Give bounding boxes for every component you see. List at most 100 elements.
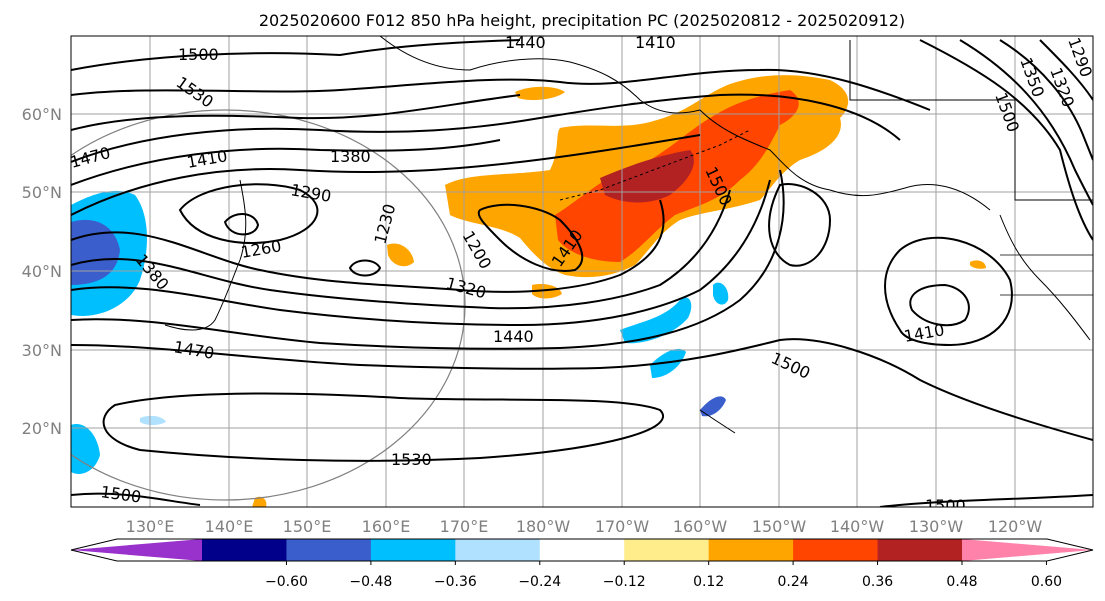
- contour-label: 1440: [493, 327, 534, 346]
- contour-line: [71, 68, 931, 111]
- colorbar-tick-label: 0.48: [946, 574, 977, 590]
- border-line: [1000, 254, 1093, 296]
- colorbar-segment: [708, 539, 794, 561]
- island-chain: [559, 129, 751, 201]
- contour-line: [959, 39, 1093, 206]
- precip-positive-shading: [252, 75, 986, 507]
- map-title: 2025020600 F012 850 hPa height, precipit…: [259, 11, 905, 30]
- contour-label: 1380: [330, 147, 371, 166]
- precip-blob: [970, 260, 986, 269]
- contour-line: [919, 39, 1093, 241]
- contour-line: [71, 492, 201, 506]
- colorbar-segment: [286, 539, 372, 561]
- lat-label: 30°N: [22, 341, 62, 360]
- colorbar-tick-label: 0.24: [778, 574, 809, 590]
- lat-label: 60°N: [22, 105, 62, 124]
- lon-label: 150°E: [283, 517, 332, 536]
- contour-label: 1500: [178, 45, 219, 64]
- contour-line: [884, 236, 1013, 347]
- coastline: [699, 409, 736, 434]
- precip-blob: [387, 243, 414, 267]
- contour-line: [348, 259, 382, 277]
- precip-blob: [700, 396, 726, 417]
- contour-line: [768, 183, 832, 267]
- contour-line: [1039, 39, 1093, 101]
- colorbar-segments: [71, 539, 1093, 561]
- colorbar-segment: [202, 539, 287, 561]
- lon-label: 160°E: [362, 517, 411, 536]
- gridlines: [71, 36, 1093, 507]
- lon-label: 140°E: [205, 517, 254, 536]
- colorbar: −0.60 −0.48 −0.36 −0.24 −0.12 0.12 0.24 0.36 0.4…: [70, 538, 1094, 590]
- precip-blob: [252, 496, 267, 507]
- lat-label: 40°N: [22, 262, 62, 281]
- colorbar-tick-label: 0.36: [862, 574, 893, 590]
- contour-line: [71, 338, 1093, 441]
- lon-label: 180°W: [516, 517, 571, 536]
- colorbar-tick-label: −0.60: [265, 574, 308, 590]
- contour-line: [71, 94, 521, 131]
- lon-label: 170°E: [440, 517, 489, 536]
- coastline: [699, 109, 991, 211]
- colorbar-tick-label: −0.24: [518, 574, 561, 590]
- lon-label: 160°W: [673, 517, 728, 536]
- coastlines: [164, 36, 1093, 434]
- contour-label: 1500: [925, 496, 966, 515]
- border-line: [849, 40, 1093, 201]
- lat-label: 50°N: [22, 183, 62, 202]
- precip-blob: [532, 284, 562, 299]
- contour-line: [71, 134, 701, 216]
- precip-blob: [620, 297, 692, 344]
- precip-blob: [140, 415, 166, 425]
- contour-line: [71, 199, 665, 293]
- colorbar-segment: [877, 539, 963, 561]
- contour-line: [71, 39, 521, 71]
- region-circle: [71, 109, 466, 501]
- colorbar-outline: [70, 538, 1094, 562]
- contour-line: [71, 139, 501, 186]
- colorbar-extend-min: [71, 539, 202, 561]
- map-frame: [70, 35, 1094, 508]
- lat-labels: 60°N 50°N 40°N 30°N 20°N: [22, 105, 62, 438]
- contour-label: 1530: [391, 450, 432, 469]
- map-panel: 1500 1530 1470 1410 1380 1290 1260 1230 …: [70, 33, 1094, 515]
- colorbar-segment: [455, 539, 541, 561]
- contour-label: 1440: [505, 33, 546, 52]
- lon-labels: 130°E 140°E 150°E 160°E 170°E 180°W 170°…: [126, 517, 1043, 536]
- lon-label: 130°W: [909, 517, 964, 536]
- colorbar-segment: [793, 539, 879, 561]
- lon-label: 170°W: [595, 517, 650, 536]
- contour-line: [71, 93, 901, 163]
- coastline: [999, 214, 1091, 341]
- colorbar-tick-label: −0.36: [434, 574, 477, 590]
- contour-line: [879, 494, 1093, 507]
- precip-blob: [713, 282, 729, 305]
- contour-line: [477, 203, 584, 272]
- colorbar-tick-label: 0.60: [1031, 574, 1062, 590]
- contour-line: [71, 179, 771, 327]
- colorbar-tick-label: −0.48: [349, 574, 392, 590]
- contour-line: [999, 39, 1093, 161]
- colorbar-tick-label: −0.12: [603, 574, 646, 590]
- lat-label: 20°N: [22, 419, 62, 438]
- precip-blob: [71, 424, 100, 475]
- contour-line: [223, 213, 260, 236]
- coastline: [379, 36, 701, 114]
- contour-label: 1410: [635, 33, 676, 52]
- lon-label: 140°W: [830, 517, 885, 536]
- contour-line: [71, 169, 785, 350]
- colorbar-ticks: −0.60 −0.48 −0.36 −0.24 −0.12 0.12 0.24 0.36 0.4…: [265, 561, 1062, 590]
- contour-line: [178, 183, 319, 244]
- colorbar-segment: [370, 539, 456, 561]
- lon-label: 150°W: [752, 517, 807, 536]
- contour-line: [102, 392, 664, 462]
- contour-line: [909, 283, 970, 327]
- colorbar-segment: [624, 539, 710, 561]
- precip-blob: [650, 348, 686, 378]
- colorbar-segment: [539, 539, 625, 561]
- colorbar-tick-label: 0.12: [693, 574, 724, 590]
- contour-line: [71, 189, 731, 310]
- precip-blob: [515, 86, 565, 100]
- height-contours: [71, 39, 1093, 507]
